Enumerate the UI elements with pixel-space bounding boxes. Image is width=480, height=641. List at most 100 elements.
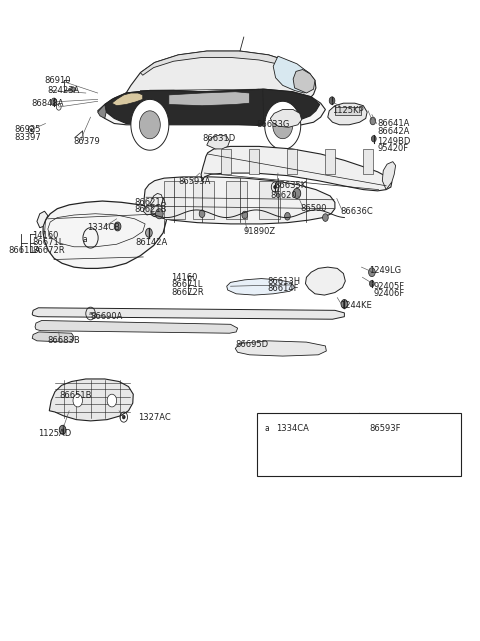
Text: 86621A: 86621A	[135, 198, 167, 207]
Circle shape	[370, 281, 374, 287]
Circle shape	[199, 210, 205, 217]
Text: 86641A: 86641A	[378, 119, 410, 128]
Polygon shape	[49, 379, 133, 421]
Text: 95420F: 95420F	[378, 144, 408, 153]
Text: 86142A: 86142A	[136, 238, 168, 247]
Text: 82423A: 82423A	[48, 86, 80, 95]
Text: 86695D: 86695D	[235, 340, 268, 349]
Text: 1125KP: 1125KP	[333, 106, 364, 115]
Circle shape	[372, 136, 376, 142]
Text: 1125AD: 1125AD	[38, 429, 72, 438]
Text: a: a	[89, 311, 93, 316]
Text: 86620: 86620	[271, 192, 298, 201]
Polygon shape	[105, 89, 320, 125]
Text: 86590: 86590	[301, 204, 327, 213]
Circle shape	[107, 394, 117, 407]
Polygon shape	[207, 135, 229, 149]
Polygon shape	[35, 320, 238, 333]
Polygon shape	[235, 341, 326, 356]
Circle shape	[73, 394, 83, 407]
Circle shape	[30, 129, 32, 131]
Text: 86633G: 86633G	[257, 121, 290, 129]
Circle shape	[145, 228, 152, 237]
Text: 86593F: 86593F	[370, 424, 401, 433]
Polygon shape	[126, 51, 316, 97]
Circle shape	[59, 426, 66, 434]
Text: 86379: 86379	[73, 137, 100, 146]
Circle shape	[403, 443, 412, 456]
Circle shape	[329, 97, 335, 104]
Polygon shape	[97, 89, 325, 126]
Polygon shape	[273, 56, 313, 93]
Polygon shape	[363, 149, 373, 174]
Text: 92405F: 92405F	[374, 281, 405, 290]
Circle shape	[285, 212, 290, 220]
Polygon shape	[144, 177, 335, 224]
Polygon shape	[37, 211, 48, 228]
Text: 1327AC: 1327AC	[138, 413, 171, 422]
Text: 1249LG: 1249LG	[369, 267, 401, 276]
Polygon shape	[278, 448, 297, 466]
Polygon shape	[226, 181, 247, 219]
Text: 86671L: 86671L	[32, 238, 63, 247]
Polygon shape	[259, 181, 280, 219]
Polygon shape	[139, 111, 160, 138]
Text: 1244KE: 1244KE	[341, 301, 372, 310]
Text: a: a	[264, 424, 269, 433]
Polygon shape	[305, 267, 345, 295]
Text: 14160: 14160	[32, 231, 59, 240]
Polygon shape	[32, 332, 74, 342]
Polygon shape	[273, 112, 293, 138]
Circle shape	[242, 211, 248, 219]
Polygon shape	[169, 92, 250, 106]
Polygon shape	[164, 181, 185, 219]
Polygon shape	[250, 149, 259, 174]
Text: 86611A: 86611A	[9, 246, 41, 255]
Polygon shape	[32, 308, 344, 319]
Text: 92406F: 92406F	[374, 289, 405, 298]
Text: 86925: 86925	[14, 126, 41, 135]
Text: 86910: 86910	[45, 76, 71, 85]
Polygon shape	[288, 149, 297, 174]
Text: 91890Z: 91890Z	[244, 227, 276, 236]
Text: 86631D: 86631D	[202, 134, 235, 143]
Bar	[257, 413, 461, 476]
Text: a: a	[82, 235, 87, 244]
Text: 86651B: 86651B	[60, 391, 92, 400]
Text: 86635K: 86635K	[274, 181, 306, 190]
Polygon shape	[383, 162, 396, 190]
Text: 14160: 14160	[171, 273, 198, 282]
Polygon shape	[192, 181, 214, 219]
Polygon shape	[68, 87, 76, 92]
Text: 83397: 83397	[14, 133, 41, 142]
Polygon shape	[293, 69, 315, 93]
Circle shape	[51, 98, 57, 106]
Polygon shape	[97, 104, 106, 119]
Text: 1334CA: 1334CA	[276, 424, 310, 433]
Circle shape	[341, 299, 348, 308]
Text: 86614F: 86614F	[267, 284, 299, 293]
Polygon shape	[140, 51, 301, 75]
Text: 86683B: 86683B	[48, 337, 81, 345]
Circle shape	[369, 268, 375, 277]
Text: 86690A: 86690A	[91, 312, 123, 321]
Text: 86642A: 86642A	[378, 127, 410, 136]
Circle shape	[122, 415, 125, 419]
Polygon shape	[151, 205, 162, 213]
Polygon shape	[335, 107, 361, 115]
Polygon shape	[150, 194, 163, 209]
Text: 86671L: 86671L	[171, 280, 203, 290]
Polygon shape	[325, 149, 335, 174]
Circle shape	[293, 188, 301, 199]
Text: 86672R: 86672R	[32, 246, 65, 255]
Text: 1249BD: 1249BD	[378, 137, 411, 146]
Polygon shape	[143, 205, 154, 215]
Polygon shape	[264, 101, 301, 149]
Circle shape	[114, 222, 121, 231]
Circle shape	[274, 185, 276, 189]
Text: 86848A: 86848A	[31, 99, 64, 108]
Circle shape	[323, 213, 328, 221]
Text: 1334CB: 1334CB	[87, 223, 120, 232]
Polygon shape	[221, 149, 230, 174]
Polygon shape	[43, 201, 167, 269]
